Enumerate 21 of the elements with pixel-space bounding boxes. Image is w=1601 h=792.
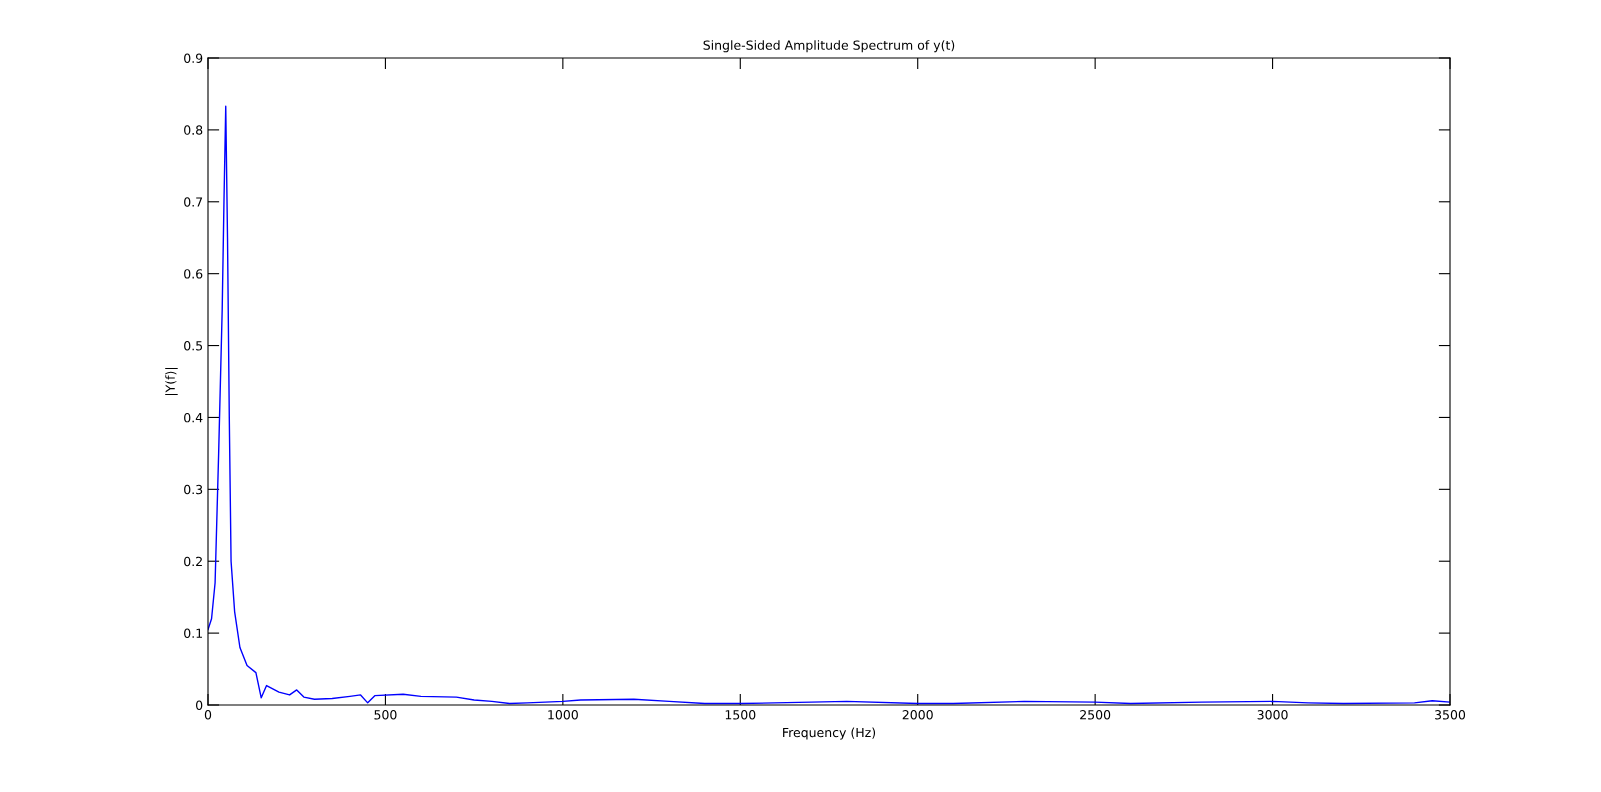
y-tick-label: 0.7 <box>184 197 203 207</box>
y-tick-label: 0 <box>196 700 203 710</box>
y-tick-label: 0.8 <box>184 125 203 135</box>
y-tick-label: 0.6 <box>184 269 203 279</box>
x-tick-label: 3000 <box>1257 710 1288 720</box>
chart-title: Single-Sided Amplitude Spectrum of y(t) <box>703 40 955 53</box>
y-tick-label: 0.2 <box>184 556 202 567</box>
y-tick-label: 0.4 <box>184 412 203 423</box>
x-tick-label: 2000 <box>902 710 933 720</box>
y-tick-label: 0.3 <box>184 484 203 495</box>
x-tick-label: 500 <box>374 710 397 720</box>
x-tick-label: 2500 <box>1080 710 1111 720</box>
x-axis-title: Frequency (Hz) <box>783 727 876 740</box>
y-tick-label: 0.1 <box>184 628 202 639</box>
x-tick-label: 1000 <box>548 710 578 720</box>
y-tick-label: 0.5 <box>184 341 203 351</box>
x-tick-label: 1500 <box>725 710 756 720</box>
y-axis-title: |Y(f)| <box>165 367 178 396</box>
x-tick-label: 3500 <box>1435 710 1466 720</box>
x-tick-label: 0 <box>204 710 212 720</box>
y-tick-label: 0.9 <box>184 53 203 63</box>
